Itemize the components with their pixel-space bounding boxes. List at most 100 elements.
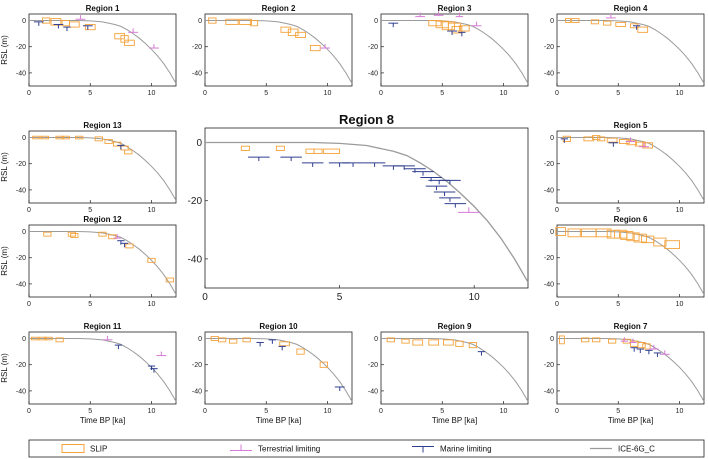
marine-marker <box>382 165 405 170</box>
legend-item: ICE-6G_C <box>590 445 655 454</box>
panel-title: Region 5 <box>614 121 648 130</box>
x-tick-label: 10 <box>148 207 156 214</box>
y-tick-label: 0 <box>22 135 26 142</box>
slip-box <box>468 342 478 349</box>
terrestrial-marker <box>455 12 464 18</box>
marine-marker <box>560 138 569 143</box>
slip-box <box>319 361 328 368</box>
marine-marker <box>444 203 467 208</box>
y-tick-label: 0 <box>550 18 554 25</box>
slip-box <box>44 336 53 341</box>
gia-curve <box>557 137 705 201</box>
terrestrial-marker <box>415 12 426 18</box>
marine-marker <box>53 23 64 29</box>
x-tick-label: 10 <box>148 301 156 308</box>
x-axis-label: Time BP [ka] <box>256 416 301 425</box>
marine-marker <box>63 26 71 32</box>
y-tick-label: -20 <box>16 161 26 168</box>
y-tick-label: -40 <box>544 281 554 288</box>
slip-box <box>567 228 581 238</box>
y-tick-label: -40 <box>192 388 202 395</box>
panel-title: Region 2 <box>262 4 296 13</box>
terrestrial-marker <box>620 337 629 342</box>
x-tick-label: 5 <box>264 408 268 415</box>
slip-box <box>559 335 565 345</box>
slip-box <box>32 135 41 140</box>
x-tick-label: 0 <box>555 408 559 415</box>
x-axis-label: Time BP [ka] <box>80 416 125 425</box>
x-tick-label: 0 <box>27 90 31 97</box>
y-axis-label: RSL (m) <box>0 246 9 276</box>
gia-curve <box>557 231 705 295</box>
slip-box <box>125 243 134 249</box>
terrestrial-marker <box>128 28 139 33</box>
slip-box <box>412 339 424 346</box>
legend-frame <box>28 439 705 458</box>
marine-marker <box>632 25 641 30</box>
terrestrial-marker <box>458 207 480 213</box>
x-tick-label: 5 <box>616 301 620 308</box>
marine-marker <box>280 156 302 162</box>
terrestrial-marker <box>648 345 659 350</box>
slip-box <box>653 237 667 247</box>
slip-box <box>401 338 410 344</box>
marine-marker <box>388 22 399 28</box>
terrestrial-marker <box>625 137 636 142</box>
gia-curve <box>557 20 705 84</box>
y-tick-label: 0 <box>198 336 202 343</box>
terrestrial-marker <box>629 338 637 343</box>
marine-marker <box>150 368 158 373</box>
marine-marker <box>425 185 448 191</box>
panel-title: Region 13 <box>83 121 122 130</box>
marine-marker <box>458 31 466 37</box>
x-tick-label: 10 <box>148 90 156 97</box>
slip-box <box>275 145 285 151</box>
slip-box <box>633 233 647 243</box>
y-tick-label: 0 <box>550 135 554 142</box>
marine-marker <box>117 240 125 245</box>
legend-item: SLIP <box>61 444 107 454</box>
slip-box <box>592 337 601 343</box>
slip-box <box>242 337 251 343</box>
x-tick-label: 5 <box>616 90 620 97</box>
x-tick-label: 10 <box>469 292 481 303</box>
slip-box <box>147 257 156 263</box>
x-tick-label: 10 <box>676 90 684 97</box>
y-tick-label: -20 <box>544 362 554 369</box>
slip-box <box>637 26 649 33</box>
terrestrial-marker <box>156 351 167 357</box>
gia-curve <box>381 20 529 84</box>
slip-box <box>595 228 612 238</box>
slip-box <box>583 136 595 142</box>
slip-box <box>40 135 50 140</box>
terrestrial-marker <box>102 335 113 341</box>
slip-box <box>555 227 567 236</box>
slip-box <box>42 17 51 24</box>
panel-r11: Region 11 0 -20 -40 0 5 10 RSL (m) Time BP [ka] <box>0 322 177 425</box>
x-tick-label: 10 <box>148 408 156 415</box>
slip-box <box>208 17 217 24</box>
panel-title: Region 3 <box>438 4 472 13</box>
y-tick-label: -20 <box>188 196 203 207</box>
y-axis-label: RSL (m) <box>0 152 9 182</box>
legend-item: Terrestrial limiting <box>230 444 320 454</box>
terrestrial-marker <box>320 44 330 49</box>
panel-title: Region 1 <box>86 4 120 13</box>
x-tick-label: 5 <box>440 408 444 415</box>
slip-box <box>124 39 135 46</box>
marine-marker <box>147 365 156 371</box>
y-tick-label: -40 <box>16 281 26 288</box>
marine-marker <box>120 242 129 248</box>
y-tick-label: 0 <box>198 18 202 25</box>
x-axis-label: Time BP [ka] <box>608 416 653 425</box>
slip-box <box>571 18 580 23</box>
gia-curve <box>29 231 177 295</box>
slip-box <box>61 135 70 140</box>
slip-box <box>114 33 126 40</box>
legend-swatch <box>61 444 85 453</box>
slip-box <box>642 343 651 350</box>
x-tick-label: 0 <box>555 301 559 308</box>
y-tick-label: -20 <box>368 44 378 51</box>
slip-box <box>590 19 600 25</box>
slip-box <box>309 44 321 52</box>
